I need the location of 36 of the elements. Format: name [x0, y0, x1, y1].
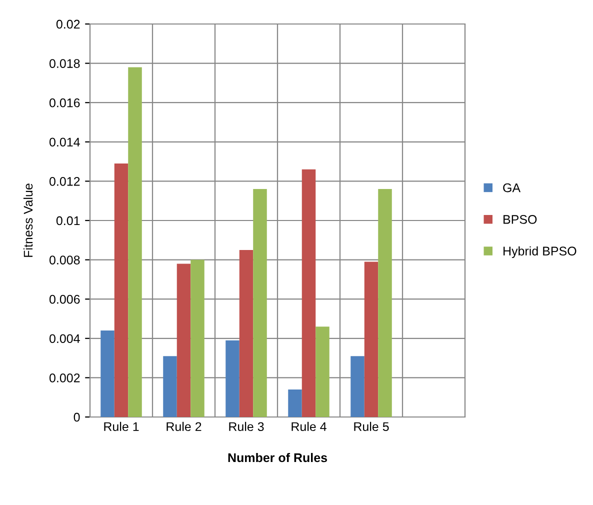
y-tick-label: 0.014 — [49, 138, 80, 147]
legend-label: BPSO — [504, 215, 537, 224]
x-tick-label: Rule 5 — [354, 422, 389, 432]
y-tick-label: 0.008 — [49, 256, 80, 264]
y-tick-label: 0.016 — [49, 98, 80, 108]
x-tick-label: Rule 4 — [292, 422, 326, 432]
bar — [288, 389, 302, 417]
bar — [316, 326, 330, 417]
bar — [163, 356, 177, 417]
x-tick-label: Rule 2 — [166, 422, 202, 432]
y-tick-label: 0.006 — [49, 294, 80, 304]
bar — [302, 169, 316, 417]
bar — [190, 260, 204, 417]
bar — [378, 189, 392, 417]
bar — [253, 189, 267, 417]
bar — [364, 262, 378, 417]
x-tick-label: Rule 3 — [229, 422, 264, 432]
y-tick-label: 0.02 — [56, 20, 80, 29]
y-tick-label: 0.018 — [49, 59, 80, 68]
y-tick-label: 0 — [74, 412, 80, 422]
bar — [100, 330, 114, 417]
y-tick-label: 0.002 — [49, 374, 80, 382]
y-tick-label: 0.01 — [56, 216, 80, 226]
bar — [114, 164, 128, 417]
x-axis-title: Number of Rules — [228, 452, 327, 462]
bar — [350, 356, 364, 417]
y-tick-label: 0.012 — [49, 177, 80, 186]
bar — [128, 67, 142, 417]
legend-label: Hybrid BPSO — [504, 246, 576, 258]
x-tick-label: Rule 1 — [104, 422, 139, 432]
bar — [226, 340, 240, 417]
y-tick-label: 0.004 — [49, 334, 80, 344]
bar — [239, 250, 254, 417]
legend-label: GA — [503, 183, 521, 192]
y-axis-title: Fitness Value — [23, 184, 33, 257]
bar — [176, 264, 191, 417]
